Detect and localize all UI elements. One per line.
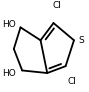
Text: Cl: Cl — [67, 77, 76, 86]
Text: HO: HO — [3, 69, 16, 78]
Text: HO: HO — [2, 20, 15, 29]
Text: S: S — [79, 36, 84, 45]
Text: Cl: Cl — [53, 1, 62, 10]
